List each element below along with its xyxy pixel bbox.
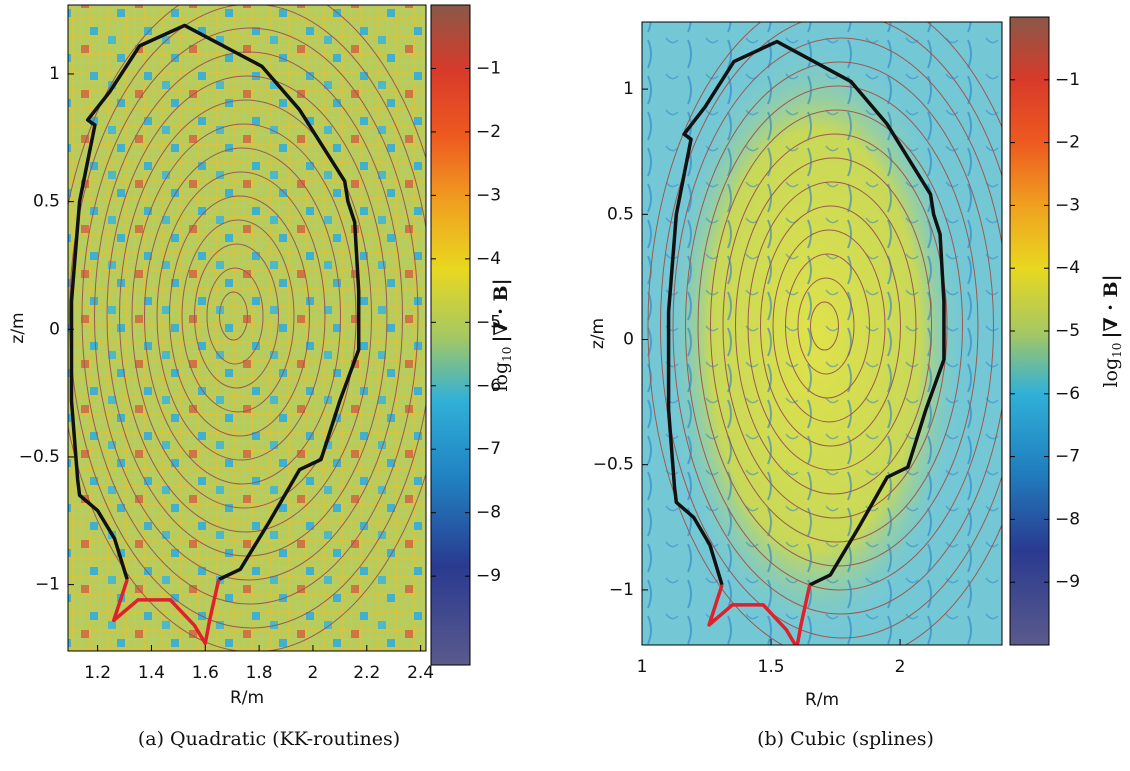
y-tick-label: 0.5 [33,192,60,212]
flux-surface [81,27,419,605]
y-tick-label: −1 [609,580,634,600]
colorbar-label-sub: 10 [500,347,514,362]
colorbar-tick-label: −3 [1055,195,1080,215]
y-axis-label: z/m [8,312,28,343]
flux-surface [760,205,901,447]
colorbar-tick-label: −2 [1055,133,1080,153]
flux-surface [206,267,264,365]
flux-surface [747,181,917,471]
x-tick-label: 1.8 [246,663,273,683]
flux-surface [722,133,948,519]
x-tick-label: 1.4 [138,663,165,683]
colorbar-tick-label: −1 [1055,70,1080,90]
flux-surface [156,171,326,461]
colorbar-tick-label: −8 [1055,509,1080,529]
colorbar-tick-label: −1 [476,58,501,78]
colorbar-label: log10 |∇ · B| [490,278,514,391]
y-tick-label: 1 [623,79,634,99]
y-tick-label: −0.5 [593,455,634,475]
colorbar-tick-label: −3 [476,185,501,205]
colorbar-tick-label: −8 [476,503,501,523]
colorbar-tick-label: −2 [476,122,501,142]
flux-surface [169,195,310,437]
x-tick-label: 2 [308,663,319,683]
colorbar-label: log10 |∇ · B| [1100,274,1124,387]
flux-surface [672,37,1002,615]
colorbar-tick-label: −4 [476,249,501,269]
flux-surface [131,123,357,509]
colorbar-label-rest: |∇ · B| [1100,274,1122,338]
plot-frame [67,4,427,652]
y-tick-label: −0.5 [19,447,60,467]
flux-surface [772,229,886,423]
x-tick-label: 1.5 [758,657,785,677]
y-tick-label: 0.5 [607,204,634,224]
x-tick-label: 1.6 [192,663,219,683]
flux-surface [697,85,979,567]
x-axis-label: R/m [230,688,264,708]
flux-surface [194,243,279,389]
y-axis-label: z/m [588,318,608,349]
colorbar-tick-label: −5 [476,312,501,332]
flux-surface [710,109,963,543]
x-tick-label: 2.4 [407,663,434,683]
x-axis-label: R/m [805,690,839,710]
flux-surface [119,99,372,533]
caption: (a) Quadratic (KK-routines) [138,728,400,750]
boundary-lines [666,39,946,645]
colorbar-tick-label: −9 [476,566,501,586]
colorbar-label-rest: |∇ · B| [490,278,512,342]
boundary-line [666,39,946,587]
boundary-line [69,23,361,582]
y-tick-label: −1 [35,575,60,595]
caption: (b) Cubic (splines) [757,728,934,750]
heatmap-b [642,22,1002,645]
heatmap-a [68,5,426,651]
plot-frame [641,21,1003,646]
x-tick-label: 2.2 [353,663,380,683]
colorbar-label-sub: 10 [1110,343,1124,358]
flux-surface [660,22,1002,639]
colorbar-tick-label: −6 [476,376,501,396]
flux-surface [735,157,932,495]
charts: 1.2 1.4 1.6 1.8 2 2.2 2.4 −1 −0.5 0 0.5 1 R/m z/m −1 −2… [8,4,1124,750]
colorbar-label-base: log [490,362,512,392]
boundary-line [707,584,812,645]
y-tick-label: 0 [623,330,634,350]
y-tick-label: 0 [49,319,60,339]
colorbar-tick-label: −6 [1055,384,1080,404]
flux-surface [685,61,994,591]
colorbar-tick-label: −9 [1055,572,1080,592]
colorbar-tick-label: −7 [476,439,501,459]
flux-surface [785,253,870,399]
colorbar-tick-label: −5 [1055,321,1080,341]
flux-surface [219,291,248,341]
boundary-line [112,578,221,646]
colorbar-tick-label: −4 [1055,258,1080,278]
colorbar [1009,16,1050,646]
flux-surface [181,219,295,413]
x-tick-label: 1 [637,657,648,677]
colorbar-label-base: log [1100,358,1122,388]
flux-surface [797,277,855,375]
x-tick-label: 2 [895,657,906,677]
colorbar-tick-label: −7 [1055,447,1080,467]
flux-surface [647,22,1002,645]
flux-surface [810,301,839,351]
colorbar [430,4,471,666]
flux-surface [69,5,426,629]
flux-surface [144,147,341,485]
x-tick-label: 1.2 [84,663,111,683]
y-tick-label: 1 [49,64,60,84]
boundary-lines [69,23,361,646]
flux-surface [94,51,403,581]
